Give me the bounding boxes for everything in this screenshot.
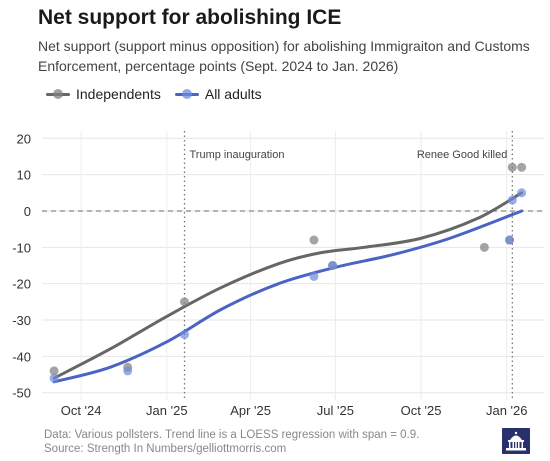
data-point-all-adults [507, 195, 517, 205]
footer: Data: Various pollsters. Trend line is a… [44, 428, 419, 456]
trend-line-all-adults [52, 209, 524, 384]
data-point-all-adults [123, 366, 133, 376]
data-point-independents [309, 235, 319, 245]
x-tick-label: Apr '25 [230, 403, 271, 418]
chart-title: Net support for abolishing ICE [38, 6, 342, 29]
chart-subtitle: Net support (support minus opposition) f… [38, 38, 530, 74]
y-tick-label: 0 [24, 204, 31, 219]
y-tick-label: -20 [12, 277, 31, 292]
data-point-independents [507, 162, 517, 172]
y-tick-label: -50 [12, 386, 31, 401]
legend: Independents All adults [46, 86, 276, 102]
x-tick-label: Jan '26 [486, 403, 528, 418]
trend-line-independents [52, 191, 524, 380]
annotation-label: Trump inauguration [189, 149, 284, 161]
data-point-all-adults [328, 261, 338, 270]
data-point-all-adults [309, 271, 319, 281]
data-point-all-adults [505, 235, 515, 245]
capitol-logo-icon [502, 428, 530, 454]
grid [42, 131, 544, 400]
data-point-independents [179, 297, 189, 307]
data-point-independents [517, 162, 527, 172]
axes: 20 10 0 -10 -20 -30 -40 -50 Oct '24 Jan '25 Apr '2… [12, 131, 527, 418]
annotation-label: Renee Good killed [417, 149, 508, 161]
y-tick-label: -30 [12, 313, 31, 328]
data-point-all-adults [179, 330, 189, 340]
legend-key-all-adults [174, 87, 199, 101]
footer-data-note: Data: Various pollsters. Trend line is a… [44, 429, 420, 441]
y-tick-label: -40 [12, 349, 31, 364]
y-tick-label: 10 [17, 168, 31, 183]
x-tick-label: Jul '25 [317, 403, 354, 418]
data-point-independents [479, 242, 489, 252]
legend-item-all-adults: All adults [174, 86, 262, 102]
data-point-independents [49, 366, 59, 376]
x-tick-label: Oct '24 [61, 403, 102, 418]
legend-key-independents [46, 87, 70, 101]
trend-lines [52, 191, 524, 384]
y-tick-label: 20 [17, 131, 31, 146]
footer-source: Source: Strength In Numbers/gelliottmorr… [44, 443, 287, 455]
data-point-all-adults [49, 373, 59, 383]
data-point-all-adults [517, 188, 527, 198]
legend-label-all-adults: All adults [204, 86, 262, 102]
legend-item-independents: Independents [46, 86, 161, 102]
x-tick-label: Jan '25 [146, 403, 188, 418]
annotations: Trump inauguration Renee Good killed [42, 131, 544, 400]
data-points [49, 162, 527, 383]
y-tick-label: -10 [12, 240, 31, 255]
x-tick-label: Oct '25 [401, 403, 442, 418]
legend-label-independents: Independents [76, 86, 161, 102]
